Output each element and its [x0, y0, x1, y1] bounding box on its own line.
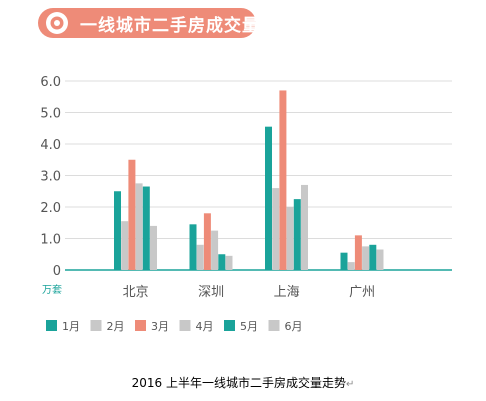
legend-swatch [179, 320, 191, 331]
bar-2月-深圳 [196, 244, 204, 270]
bar-3月-广州 [354, 235, 362, 270]
legend-label: 4月 [196, 320, 214, 333]
bar-3月-北京 [128, 159, 136, 270]
bar-1月-北京 [114, 191, 121, 270]
legend-swatch [268, 320, 280, 331]
bar-4月-北京 [135, 183, 143, 270]
bar-2月-广州 [347, 262, 355, 270]
x-tick-label: 北京 [123, 285, 149, 300]
target-icon [46, 12, 68, 34]
axis: 0 1.0 2.0 3.0 4.0 5.0 6.0 万套 北京 深圳 上海 广州 [40, 75, 452, 300]
bar-5月-上海 [293, 199, 301, 270]
bar-1月-上海 [265, 126, 272, 270]
legend-swatch [224, 320, 235, 331]
legend-label: 6月 [285, 320, 303, 333]
legend-label: 5月 [240, 320, 258, 333]
title-banner [38, 8, 256, 38]
bar-4月-广州 [362, 246, 370, 270]
bar-6月-广州 [376, 249, 384, 270]
y-tick-label: 4.0 [40, 138, 61, 153]
y-tick-label: 1.0 [40, 233, 61, 248]
y-tick-label: 3.0 [40, 170, 61, 185]
figure-caption: 2016 上半年一线城市二手房成交量走势↵ [0, 374, 486, 391]
chart-title: 一线城市二手房成交量 [80, 16, 260, 36]
y-unit-label: 万套 [42, 283, 62, 296]
y-tick-label: 2.0 [40, 201, 61, 216]
bar-6月-上海 [301, 184, 308, 270]
bar-2月-北京 [121, 221, 129, 270]
bar-5月-广州 [369, 244, 377, 270]
bar-2月-上海 [272, 188, 280, 270]
legend-label: 2月 [107, 320, 125, 333]
legend: 1月 2月 3月 4月 5月 6月 [46, 320, 303, 333]
legend-label: 1月 [62, 320, 80, 333]
bars [114, 90, 384, 270]
bar-6月-深圳 [225, 255, 233, 270]
paragraph-mark: ↵ [345, 379, 355, 390]
y-tick-label: 6.0 [40, 75, 61, 90]
bar-5月-北京 [142, 186, 150, 270]
y-tick-label: 5.0 [40, 107, 61, 122]
x-tick-label: 广州 [349, 285, 375, 300]
bar-1月-广州 [340, 252, 348, 270]
y-tick-label: 0 [53, 264, 61, 279]
grid-lines [65, 80, 452, 239]
bar-5月-深圳 [218, 254, 226, 270]
bar-3月-上海 [279, 90, 287, 270]
legend-swatch [135, 320, 146, 331]
caption-text: 2016 上半年一线城市二手房成交量走势 [131, 376, 346, 390]
legend-swatch [46, 320, 57, 331]
bar-1月-深圳 [189, 224, 197, 270]
bar-6月-北京 [150, 225, 157, 270]
bar-3月-深圳 [203, 213, 211, 270]
bar-4月-深圳 [211, 230, 219, 270]
legend-swatch [90, 320, 102, 331]
x-tick-label: 深圳 [198, 285, 224, 300]
legend-label: 3月 [151, 320, 169, 333]
x-tick-label: 上海 [274, 285, 300, 300]
bar-4月-上海 [286, 207, 294, 270]
